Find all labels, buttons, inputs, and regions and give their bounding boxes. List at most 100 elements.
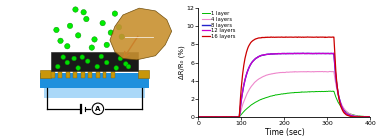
Bar — [111, 71, 115, 78]
Polygon shape — [40, 73, 149, 88]
4 layers — [368, 116, 373, 118]
Circle shape — [99, 54, 104, 59]
Circle shape — [54, 27, 59, 33]
12 layers — [363, 116, 367, 118]
Legend: 1 layer, 4 layers, 8 layers, 12 layers, 16 layers: 1 layer, 4 layers, 8 layers, 12 layers, … — [201, 11, 236, 39]
16 layers — [197, 116, 202, 118]
8 layers — [270, 53, 274, 55]
16 layers — [363, 116, 367, 118]
16 layers — [321, 36, 326, 38]
16 layers — [368, 116, 373, 118]
16 layers — [270, 36, 274, 38]
8 layers — [355, 116, 359, 117]
1 layer — [363, 116, 367, 117]
1 layer — [196, 116, 201, 118]
Circle shape — [89, 45, 94, 50]
Circle shape — [95, 64, 99, 69]
16 layers — [305, 36, 310, 38]
8 layers — [196, 116, 201, 118]
Polygon shape — [110, 8, 172, 60]
1 layer — [278, 94, 282, 95]
Circle shape — [112, 11, 118, 16]
Line: 16 layers: 16 layers — [198, 37, 370, 117]
Circle shape — [81, 10, 86, 15]
Bar — [51, 52, 138, 71]
Circle shape — [56, 64, 60, 69]
16 layers — [278, 36, 282, 38]
Circle shape — [65, 60, 70, 65]
12 layers — [278, 53, 282, 54]
Circle shape — [65, 44, 70, 49]
Circle shape — [119, 34, 124, 39]
Bar — [40, 70, 51, 78]
Text: A: A — [95, 106, 101, 112]
Circle shape — [92, 37, 97, 42]
4 layers — [278, 72, 282, 73]
Line: 1 layer: 1 layer — [198, 91, 370, 117]
8 layers — [278, 53, 282, 55]
X-axis label: Time (sec): Time (sec) — [265, 128, 304, 136]
Circle shape — [72, 56, 76, 61]
Circle shape — [73, 7, 78, 12]
12 layers — [301, 52, 305, 54]
Bar — [51, 71, 55, 78]
8 layers — [306, 52, 310, 54]
Circle shape — [104, 60, 109, 65]
4 layers — [354, 115, 359, 117]
Circle shape — [100, 20, 105, 26]
Circle shape — [76, 33, 81, 38]
1 layer — [354, 115, 359, 116]
12 layers — [197, 116, 201, 118]
12 layers — [196, 116, 201, 118]
4 layers — [268, 73, 273, 75]
Bar — [96, 71, 100, 78]
Circle shape — [116, 24, 122, 30]
8 layers — [196, 116, 201, 118]
Circle shape — [61, 55, 65, 59]
Bar — [81, 71, 85, 78]
Circle shape — [84, 16, 89, 22]
1 layer — [328, 90, 333, 92]
Circle shape — [126, 64, 131, 69]
Circle shape — [108, 30, 113, 35]
Bar — [103, 71, 107, 78]
1 layer — [270, 95, 274, 97]
Circle shape — [92, 103, 104, 115]
Bar — [73, 71, 77, 78]
Circle shape — [76, 66, 81, 70]
Line: 12 layers: 12 layers — [198, 53, 370, 117]
Circle shape — [124, 62, 128, 66]
Circle shape — [104, 42, 110, 48]
Circle shape — [85, 59, 90, 64]
Circle shape — [118, 56, 122, 61]
Circle shape — [58, 38, 63, 44]
8 layers — [321, 53, 326, 54]
Circle shape — [67, 23, 73, 29]
4 layers — [363, 116, 367, 118]
12 layers — [368, 116, 373, 118]
Bar — [66, 71, 70, 78]
8 layers — [363, 116, 367, 118]
16 layers — [355, 116, 359, 118]
Bar — [58, 71, 62, 78]
4 layers — [196, 116, 201, 118]
12 layers — [268, 53, 273, 55]
Line: 4 layers: 4 layers — [198, 71, 370, 117]
Circle shape — [114, 66, 119, 70]
12 layers — [321, 53, 326, 54]
4 layers — [321, 71, 326, 73]
1 layer — [321, 91, 326, 92]
4 layers — [270, 73, 274, 75]
4 layers — [327, 71, 332, 72]
Bar — [138, 70, 149, 78]
8 layers — [368, 116, 373, 118]
8 layers — [268, 53, 273, 55]
Polygon shape — [44, 88, 145, 98]
12 layers — [355, 116, 359, 118]
Bar — [88, 71, 91, 78]
16 layers — [196, 116, 201, 118]
Line: 8 layers: 8 layers — [198, 53, 370, 117]
1 layer — [368, 116, 373, 118]
16 layers — [268, 36, 273, 38]
1 layer — [268, 95, 273, 97]
